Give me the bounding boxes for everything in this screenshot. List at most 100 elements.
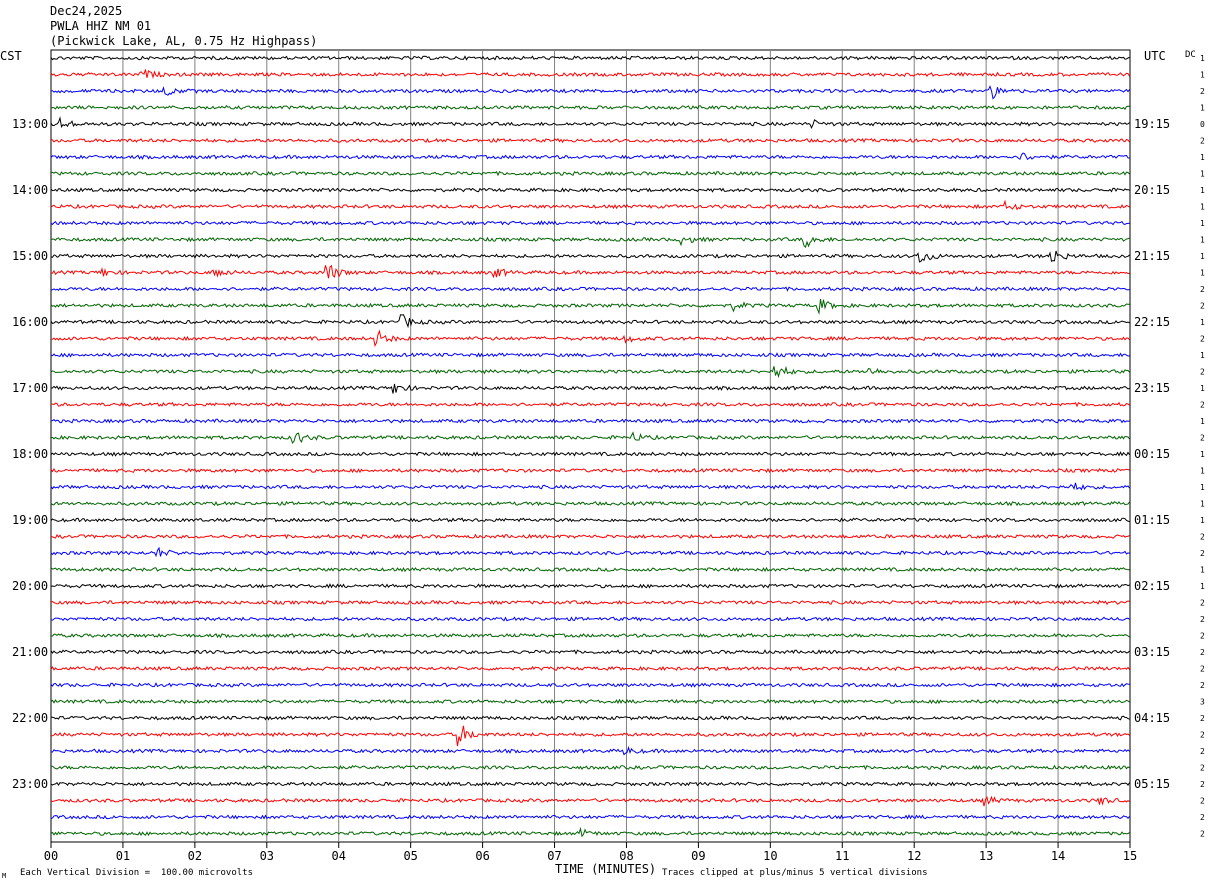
trace-row [50,383,1130,394]
dc-offset-value: 2 [1200,302,1205,311]
dc-offset-value: 1 [1200,104,1205,113]
dc-offset-value: 2 [1200,665,1205,674]
dc-offset-value: 1 [1200,483,1205,492]
right-hour-label: 00:15 [1134,447,1170,461]
chart-date: Dec24,2025 [50,4,123,18]
left-hour-label: 20:00 [12,579,48,593]
left-hour-label: 15:00 [12,249,48,263]
dc-offset-value: 2 [1200,533,1205,542]
x-tick-label: 05 [403,849,417,863]
x-tick-label: 03 [260,849,274,863]
dc-offset-value: 2 [1200,632,1205,641]
dc-offset-value: 2 [1200,599,1205,608]
trace-row [50,170,1130,177]
trace-row [50,781,1130,787]
dc-offset-value: 0 [1200,120,1205,129]
trace-row [50,250,1130,263]
trace-row [50,264,1130,279]
trace-row [50,715,1130,721]
right-hour-label: 23:15 [1134,381,1170,395]
dc-offset-value: 2 [1200,368,1205,377]
dc-offset-value: 1 [1200,54,1205,63]
scale-note: Each Vertical Division = 100.00 microvol… [20,868,253,878]
dc-offset-value: 1 [1200,582,1205,591]
trace-row [50,199,1130,211]
dc-offset-value: 1 [1200,186,1205,195]
dc-offset-value: 1 [1200,153,1205,162]
left-hour-label: 17:00 [12,381,48,395]
left-hour-label: 23:00 [12,777,48,791]
chart-location: (Pickwick Lake, AL, 0.75 Hz Highpass) [50,34,318,48]
x-tick-label: 06 [475,849,489,863]
right-hour-label: 22:15 [1134,315,1170,329]
x-tick-label: 00 [44,849,58,863]
dc-offset-value: 1 [1200,269,1205,278]
x-tick-label: 08 [619,849,633,863]
right-hour-label: 05:15 [1134,777,1170,791]
right-hour-label: 20:15 [1134,183,1170,197]
trace-row [50,401,1130,408]
trace-row [50,418,1130,424]
trace-row [50,85,1130,100]
trace-row [50,533,1130,540]
dc-offset-value: 1 [1200,417,1205,426]
trace-row [50,104,1130,111]
dc-offset-value: 2 [1200,401,1205,410]
trace-row [50,616,1130,622]
dc-offset-value: 2 [1200,714,1205,723]
dc-offset-value: 2 [1200,681,1205,690]
left-hour-label: 21:00 [12,645,48,659]
left-hour-label: 22:00 [12,711,48,725]
trace-row [50,682,1130,688]
dc-offset-value: 1 [1200,203,1205,212]
dc-offset-value: 2 [1200,764,1205,773]
x-tick-label: 07 [547,849,561,863]
x-tick-label: 01 [116,849,130,863]
x-tick-label: 14 [1051,849,1065,863]
dc-offset-value: 2 [1200,797,1205,806]
trace-row [50,352,1130,358]
x-tick-label: 09 [691,849,705,863]
trace-row [50,725,1130,747]
trace-row [50,116,1130,130]
dc-offset-value: 1 [1200,71,1205,80]
trace-row [50,187,1130,193]
corner-mark: M [2,872,7,880]
dc-offset-value: 1 [1200,170,1205,179]
left-timezone-label: CST [0,49,22,63]
x-tick-label: 12 [907,849,921,863]
trace-row [50,55,1130,61]
left-hour-label: 14:00 [12,183,48,197]
dc-offset-value: 2 [1200,648,1205,657]
trace-row [50,698,1130,705]
trace-row [50,795,1130,807]
dc-offset-value: 2 [1200,731,1205,740]
dc-offset-value: 2 [1200,747,1205,756]
trace-row [50,649,1130,655]
trace-row [50,451,1130,457]
left-hour-label: 18:00 [12,447,48,461]
dc-offset-value: 1 [1200,384,1205,393]
right-hour-label: 03:15 [1134,645,1170,659]
dc-offset-value: 1 [1200,351,1205,360]
dc-offset-value: 1 [1200,236,1205,245]
trace-row [50,482,1130,491]
dc-offset-value: 1 [1200,318,1205,327]
trace-row [50,236,1130,249]
right-hour-label: 01:15 [1134,513,1170,527]
x-axis-title: TIME (MINUTES) [555,862,657,876]
dc-offset-value: 2 [1200,615,1205,624]
trace-row [50,583,1130,589]
trace-row [50,500,1130,507]
dc-offset-value: 2 [1200,549,1205,558]
trace-row [50,467,1130,474]
dc-offset-value: 1 [1200,467,1205,476]
plot-frame [50,49,1131,843]
trace-row [50,220,1130,226]
dc-offset-value: 2 [1200,780,1205,789]
right-hour-label: 02:15 [1134,579,1170,593]
trace-row [50,826,1130,838]
dc-offset-value: 1 [1200,500,1205,509]
trace-row [50,329,1130,347]
